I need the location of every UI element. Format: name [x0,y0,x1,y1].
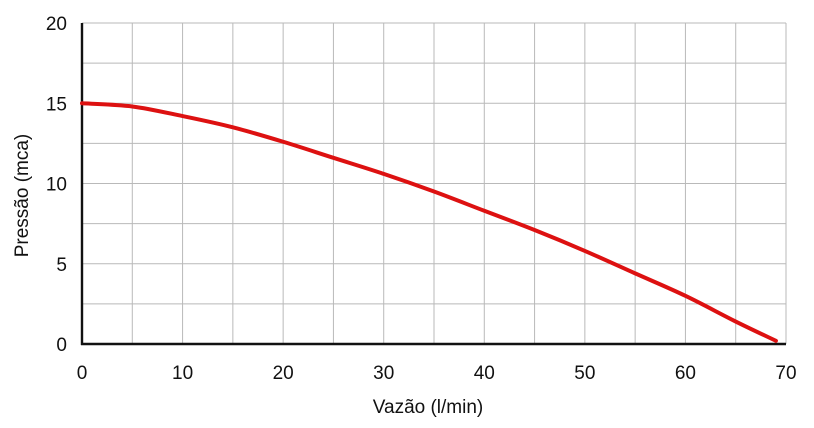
x-tick-label: 20 [273,363,294,384]
y-tick-labels: 0 5 10 15 20 [46,14,67,356]
x-tick-label: 70 [775,363,796,384]
y-axis-title: Pressão (mca) [12,134,33,258]
x-tick-label: 10 [172,363,193,384]
axes [80,23,786,346]
x-tick-label: 40 [474,363,495,384]
series-group [80,101,778,343]
x-tick-label: 50 [574,363,595,384]
x-axis-title: Vazão (l/min) [373,397,484,418]
y-tick-label: 0 [56,335,67,356]
x-tick-label: 30 [373,363,394,384]
y-tick-label: 5 [56,255,67,276]
series-line [80,101,778,343]
x-tick-label: 60 [675,363,696,384]
grid [82,22,787,344]
y-tick-label: 10 [46,175,67,196]
x-tick-label: 0 [77,363,88,384]
y-tick-label: 20 [46,14,67,35]
x-tick-labels: 0 10 20 30 40 50 60 70 [77,363,797,384]
y-tick-label: 15 [46,94,67,115]
